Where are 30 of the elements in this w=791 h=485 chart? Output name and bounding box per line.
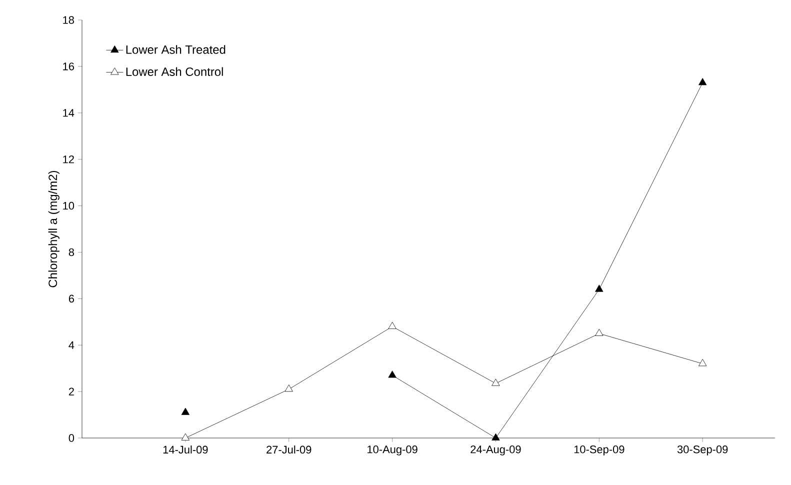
- y-tick-label: 4: [68, 341, 74, 349]
- x-tick-label: 27-Jul-09: [266, 446, 312, 454]
- point: [388, 322, 396, 329]
- y-tick-label: 0: [68, 434, 74, 442]
- x-tick-label: 10-Sep-09: [574, 446, 624, 456]
- x-tick-label: 30-Sep-09: [677, 446, 728, 456]
- legend-label: Lower Ash Control: [126, 67, 223, 76]
- y-tick-label: 6: [68, 294, 74, 303]
- point: [595, 328, 604, 336]
- x-tick-label: 10-Aug-09: [368, 446, 418, 456]
- x-tick-label: 14-Jul-09: [163, 446, 208, 454]
- y-tick-label: 10: [63, 202, 74, 210]
- y-tick-label: 2: [68, 388, 74, 396]
- y-tick-label: 18: [63, 16, 74, 24]
- point: [284, 384, 293, 392]
- point: [595, 284, 604, 292]
- point: [181, 408, 190, 415]
- point: [698, 78, 707, 86]
- y-tick-label: 12: [63, 156, 74, 164]
- point: [492, 378, 500, 386]
- legend-label: Lower Ash Treated: [126, 45, 226, 54]
- point: [492, 433, 500, 440]
- x-tick-label: 24-Aug-09: [470, 446, 521, 456]
- y-tick-label: 14: [63, 109, 74, 117]
- y-tick-label: 16: [63, 62, 74, 70]
- y-tick-label: 8: [68, 248, 74, 256]
- point: [181, 433, 190, 440]
- y-axis-title: Chlorophyll a (mg/m2): [48, 170, 60, 288]
- point: [388, 370, 396, 378]
- point: [698, 359, 707, 366]
